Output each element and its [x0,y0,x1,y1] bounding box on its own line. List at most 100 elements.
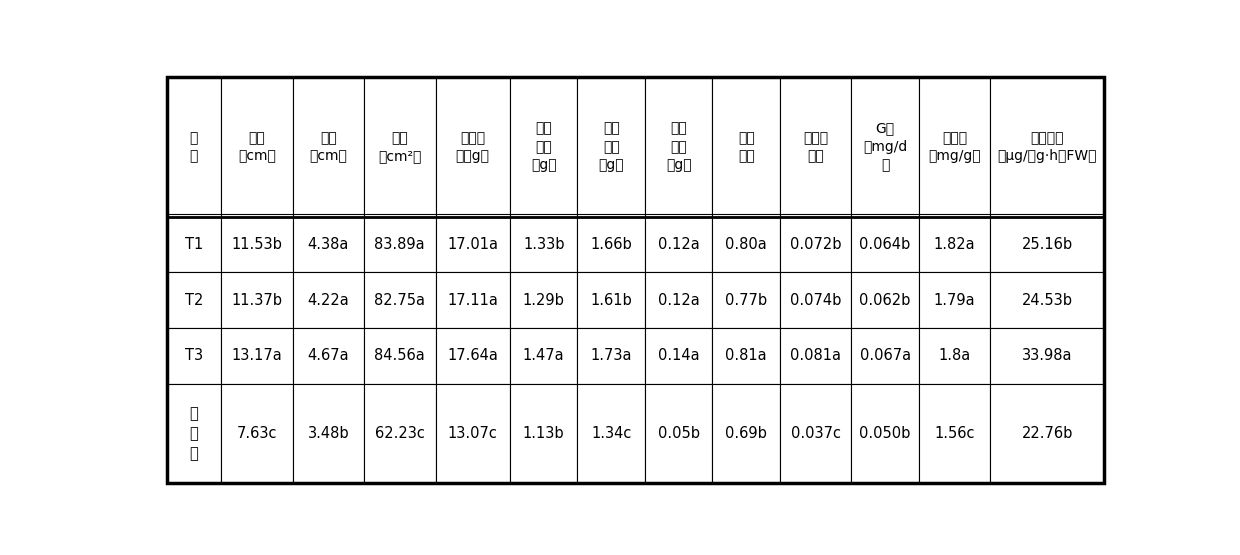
Text: 0.81a: 0.81a [725,349,768,364]
Bar [510,77,578,216]
Text: 13.17a: 13.17a [232,349,283,364]
Bar [365,384,435,483]
Bar [645,216,713,273]
Bar [221,328,293,384]
Text: 0.12a: 0.12a [657,237,699,252]
Bar [780,216,852,273]
Text: 茎粗
（cm）: 茎粗 （cm） [309,131,347,163]
Text: 82.75a: 82.75a [374,292,425,307]
Bar [221,384,293,483]
Bar [435,273,510,328]
Bar [645,328,713,384]
Bar [435,328,510,384]
Text: 13.07c: 13.07c [448,426,497,441]
Bar [713,328,780,384]
Text: 11.37b: 11.37b [232,292,283,307]
Bar [166,77,221,216]
Bar [221,273,293,328]
Bar [510,328,578,384]
Bar [645,384,713,483]
Text: 4.22a: 4.22a [308,292,350,307]
Text: T2: T2 [185,292,203,307]
Bar [435,216,510,273]
Text: 17.01a: 17.01a [448,237,498,252]
Bar [991,77,1105,216]
Bar [578,273,645,328]
Bar [713,216,780,273]
Text: 0.14a: 0.14a [658,349,699,364]
Bar [578,216,645,273]
Bar [365,328,435,384]
Text: 0.050b: 0.050b [859,426,911,441]
Bar [713,384,780,483]
Text: 1.56c: 1.56c [935,426,975,441]
Bar [852,77,919,216]
Text: 干重根
冠比: 干重根 冠比 [804,131,828,163]
Bar [365,77,435,216]
Text: 根系活力
（μg/（g·h）FW）: 根系活力 （μg/（g·h）FW） [998,131,1097,163]
Bar [852,216,919,273]
Text: 基
质: 基 质 [190,131,198,163]
Bar [293,384,365,483]
Text: 3.48b: 3.48b [308,426,350,441]
Text: 1.61b: 1.61b [590,292,632,307]
Text: 24.53b: 24.53b [1022,292,1073,307]
Text: 0.05b: 0.05b [657,426,699,441]
Text: 1.8a: 1.8a [939,349,971,364]
Bar [293,328,365,384]
Bar [919,328,991,384]
Text: 1.47a: 1.47a [523,349,564,364]
Text: 83.89a: 83.89a [374,237,425,252]
Text: T3: T3 [185,349,203,364]
Text: 地上
干重
（g）: 地上 干重 （g） [599,122,624,173]
Text: 7.63c: 7.63c [237,426,277,441]
Text: 0.074b: 0.074b [790,292,841,307]
Text: 0.80a: 0.80a [725,237,768,252]
Text: 0.12a: 0.12a [657,292,699,307]
Bar [510,273,578,328]
Text: 62.23c: 62.23c [374,426,425,441]
Text: 33.98a: 33.98a [1022,349,1073,364]
Bar [166,273,221,328]
Text: 面积
（cm²）: 面积 （cm²） [378,131,422,163]
Bar [510,384,578,483]
Bar [365,216,435,273]
Bar [578,328,645,384]
Bar [991,273,1105,328]
Text: 叶绿素
（mg/g）: 叶绿素 （mg/g） [929,131,981,163]
Bar [510,216,578,273]
Bar [852,384,919,483]
Text: 0.072b: 0.072b [790,237,842,252]
Bar [645,77,713,216]
Bar [166,216,221,273]
Bar [919,384,991,483]
Bar [293,273,365,328]
Bar [713,77,780,216]
Text: 1.73a: 1.73a [590,349,632,364]
Bar [435,77,510,216]
Bar [919,273,991,328]
Text: 1.82a: 1.82a [934,237,976,252]
Bar [780,384,852,483]
Bar [991,216,1105,273]
Bar [780,77,852,216]
Text: 22.76b: 22.76b [1022,426,1073,441]
Text: 0.081a: 0.081a [790,349,841,364]
Text: 株高
（cm）: 株高 （cm） [238,131,275,163]
Bar [221,77,293,216]
Text: 11.53b: 11.53b [232,237,283,252]
Text: 地上鲜
重（g）: 地上鲜 重（g） [456,131,490,163]
Bar [852,328,919,384]
Bar [780,328,852,384]
Bar [578,77,645,216]
Text: 地下
干重
（g）: 地下 干重 （g） [666,122,692,173]
Bar [365,273,435,328]
Bar [578,384,645,483]
Bar [780,273,852,328]
Bar [991,328,1105,384]
Text: 地下
鲜重
（g）: 地下 鲜重 （g） [531,122,557,173]
Bar [166,384,221,483]
Bar [713,273,780,328]
Text: 0.064b: 0.064b [859,237,910,252]
Bar [293,216,365,273]
